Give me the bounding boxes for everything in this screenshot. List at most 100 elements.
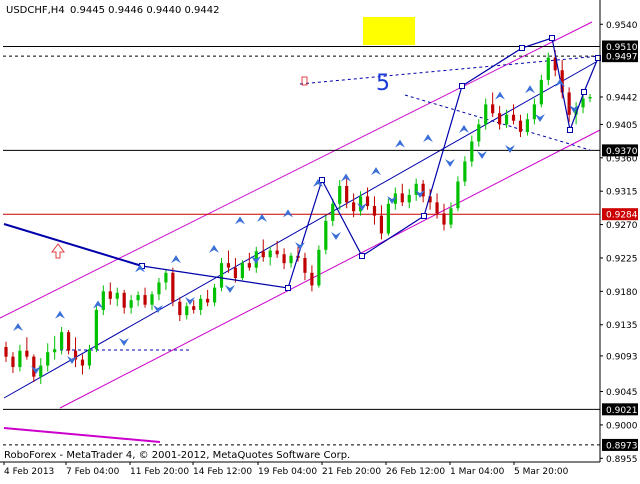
- chart-ohlc-values: 0.9445 0.9446 0.9440 0.9442: [70, 5, 220, 16]
- candle: [268, 246, 272, 266]
- price-level-label: 0.9021: [606, 406, 638, 416]
- candle-body: [386, 203, 390, 234]
- candle-body: [546, 57, 550, 80]
- candle: [428, 188, 432, 210]
- candle: [18, 344, 22, 372]
- fractal-up-arrow: [371, 167, 381, 176]
- candle-body: [66, 332, 71, 351]
- candle-body: [108, 291, 112, 299]
- candle-body: [219, 263, 224, 288]
- candle-body: [80, 359, 85, 366]
- candle: [164, 269, 168, 290]
- price-tick-label: 0.9180: [606, 288, 638, 298]
- candle: [25, 337, 29, 360]
- fractal-down-arrow: [31, 366, 41, 374]
- candle-body: [539, 79, 543, 105]
- candle-body: [275, 250, 279, 255]
- candle: [352, 193, 356, 218]
- candle-body: [352, 202, 356, 212]
- price-tick-label: 0.9000: [606, 421, 638, 431]
- buy-signal-icon: [51, 243, 65, 259]
- fractal-up-arrow: [423, 134, 433, 143]
- candle-body: [345, 186, 349, 203]
- price-level-label: 0.9284: [606, 211, 638, 221]
- candle: [157, 278, 161, 301]
- candle-body: [73, 350, 78, 360]
- time-tick-label: 11 Feb 20:00: [130, 467, 189, 477]
- fractal-up-arrow: [313, 178, 323, 187]
- candle-body: [365, 196, 370, 207]
- candle-body: [504, 114, 509, 125]
- candle-body: [39, 365, 43, 377]
- candle-body: [553, 57, 557, 71]
- candle-body: [212, 287, 217, 303]
- candle-body: [122, 292, 126, 308]
- fractal-down-arrow: [67, 356, 77, 364]
- fractal-down-arrow: [535, 114, 545, 122]
- candle-body: [18, 350, 22, 368]
- price-level-badge: [602, 438, 638, 451]
- price-tick-label: 0.8955: [606, 455, 638, 465]
- candle: [310, 265, 314, 292]
- price-level-badge: [602, 208, 638, 221]
- wave-node: [581, 89, 587, 95]
- fractal-down-arrow: [331, 232, 341, 240]
- candle-body: [511, 114, 516, 121]
- price-level-badge: [602, 50, 638, 63]
- candle-body: [4, 347, 8, 357]
- candle: [477, 119, 481, 147]
- candle-body: [303, 257, 307, 273]
- fractal-up-arrow: [525, 85, 535, 94]
- channel-lower-line: [59, 129, 601, 409]
- candle: [470, 135, 474, 167]
- candle: [442, 203, 446, 231]
- wave-node: [519, 45, 525, 51]
- time-tick-label: 19 Feb 04:00: [258, 467, 317, 477]
- candle-body: [567, 92, 571, 115]
- candle: [233, 257, 238, 283]
- wave-node: [421, 213, 427, 219]
- fractal-down-arrow: [569, 105, 579, 113]
- candle: [171, 267, 175, 307]
- price-tick-label: 0.9270: [606, 221, 638, 231]
- time-tick-label: 14 Feb 12:00: [193, 467, 252, 477]
- candle-body: [233, 267, 238, 278]
- candle: [463, 156, 467, 186]
- candle-body: [588, 96, 592, 99]
- candle: [317, 245, 321, 288]
- fractal-down-arrow: [119, 338, 129, 346]
- candle: [108, 282, 112, 305]
- fractal-down-arrow: [357, 203, 367, 211]
- candle: [379, 205, 384, 240]
- fractal-down-arrow: [387, 196, 397, 204]
- candle-body: [157, 282, 161, 295]
- wave-node: [459, 83, 465, 89]
- price-tick-label: 0.9442: [606, 93, 638, 103]
- candle-body: [470, 141, 474, 162]
- candle: [150, 291, 154, 310]
- wave-node: [567, 127, 573, 133]
- price-tick-label: 0.9360: [606, 154, 638, 164]
- fractal-down-arrow: [477, 151, 487, 159]
- blue-trend-line: [3, 223, 143, 267]
- candle-body: [87, 349, 92, 366]
- candle: [94, 304, 98, 353]
- candle-body: [240, 263, 244, 278]
- price-tick-label: 0.9135: [606, 321, 638, 331]
- candle: [456, 176, 460, 212]
- candle: [303, 252, 307, 281]
- candle-body: [581, 98, 585, 108]
- candle-body: [171, 272, 175, 302]
- candle-body: [407, 194, 411, 203]
- candle: [525, 113, 530, 136]
- candle-body: [206, 298, 210, 303]
- candle: [129, 295, 133, 314]
- candle-body: [498, 113, 502, 125]
- blue-channel-line: [3, 61, 597, 399]
- price-tick-label: 0.9225: [606, 254, 638, 264]
- price-level-badge: [602, 403, 638, 416]
- candle-body: [456, 181, 460, 209]
- candle-body: [442, 213, 446, 225]
